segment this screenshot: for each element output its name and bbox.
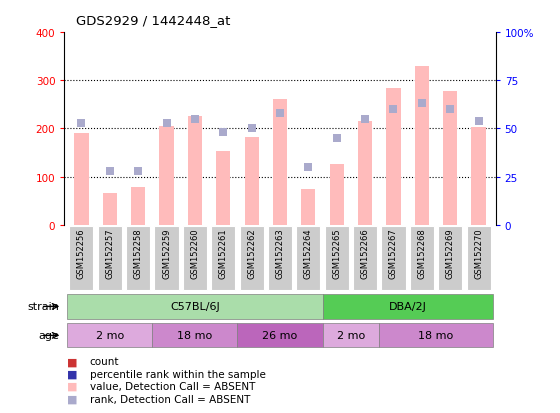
Text: GSM152257: GSM152257 [105,228,114,278]
FancyBboxPatch shape [155,226,179,290]
FancyBboxPatch shape [466,226,491,290]
Text: GSM152260: GSM152260 [190,228,199,278]
Text: DBA/2J: DBA/2J [389,301,427,312]
Text: ■: ■ [67,369,78,379]
Text: GSM152258: GSM152258 [134,228,143,278]
Bar [323,294,493,319]
Bar [415,66,429,225]
Bar [330,165,344,225]
FancyBboxPatch shape [325,226,349,290]
Bar [273,100,287,225]
Bar [358,122,372,225]
FancyBboxPatch shape [353,226,377,290]
Text: value, Detection Call = ABSENT: value, Detection Call = ABSENT [90,381,255,391]
FancyBboxPatch shape [98,226,122,290]
FancyBboxPatch shape [381,226,405,290]
Bar [386,89,400,225]
FancyBboxPatch shape [410,226,434,290]
Bar [323,323,379,348]
Text: 18 mo: 18 mo [178,330,212,341]
Bar [443,92,458,225]
Bar [131,188,145,225]
Bar [216,152,230,225]
Bar [160,127,174,225]
FancyBboxPatch shape [296,226,320,290]
Text: GSM152264: GSM152264 [304,228,313,278]
Text: ■: ■ [67,356,78,366]
Text: GSM152263: GSM152263 [276,228,284,278]
Text: GSM152266: GSM152266 [361,228,370,278]
Text: GSM152269: GSM152269 [446,228,455,278]
Text: ■: ■ [67,381,78,391]
FancyBboxPatch shape [240,226,264,290]
Text: age: age [38,330,59,341]
Text: GSM152261: GSM152261 [219,228,228,278]
FancyBboxPatch shape [438,226,462,290]
Text: GSM152259: GSM152259 [162,228,171,278]
Bar [237,323,323,348]
FancyBboxPatch shape [126,226,150,290]
Bar [301,189,315,225]
Text: GDS2929 / 1442448_at: GDS2929 / 1442448_at [76,14,230,27]
Bar [379,323,493,348]
Text: GSM152270: GSM152270 [474,228,483,278]
Bar [152,323,237,348]
Text: 2 mo: 2 mo [96,330,124,341]
Text: count: count [90,356,119,366]
Text: ■: ■ [67,394,78,404]
FancyBboxPatch shape [69,226,94,290]
FancyBboxPatch shape [211,226,235,290]
Bar [67,294,323,319]
Text: percentile rank within the sample: percentile rank within the sample [90,369,265,379]
Bar [245,137,259,225]
Text: GSM152267: GSM152267 [389,228,398,278]
FancyBboxPatch shape [183,226,207,290]
Text: 18 mo: 18 mo [418,330,454,341]
Text: GSM152262: GSM152262 [247,228,256,278]
Text: 2 mo: 2 mo [337,330,365,341]
Text: strain: strain [27,301,59,312]
FancyBboxPatch shape [268,226,292,290]
Text: rank, Detection Call = ABSENT: rank, Detection Call = ABSENT [90,394,250,404]
Text: GSM152268: GSM152268 [417,228,426,278]
Text: GSM152256: GSM152256 [77,228,86,278]
Bar [102,194,117,225]
Text: GSM152265: GSM152265 [332,228,341,278]
Bar [67,323,152,348]
Bar [74,134,88,225]
Bar [188,117,202,225]
Bar [472,128,486,225]
Text: 26 mo: 26 mo [263,330,297,341]
Text: C57BL/6J: C57BL/6J [170,301,220,312]
